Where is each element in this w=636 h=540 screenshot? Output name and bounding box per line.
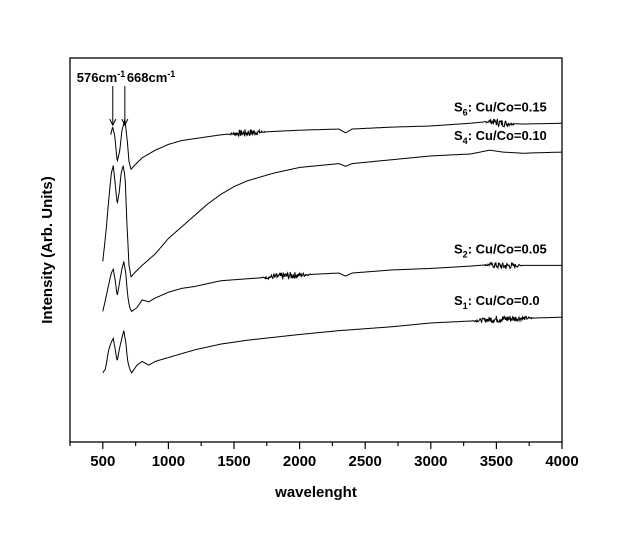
series-label: S4: Cu/Co=0.10 [454, 128, 547, 146]
series-labels: S6: Cu/Co=0.15 S4: Cu/Co=0.10 S2: Cu/Co=0.… [454, 99, 547, 311]
series-line-2 [102, 149, 562, 278]
y-axis-title: Intensity (Arb. Units) [39, 176, 56, 324]
peak-label-576: 576cm-1 [77, 69, 126, 85]
peak-annotations: 576cm-1 668cm-1 [77, 69, 176, 127]
series-line-3 [102, 261, 562, 313]
plot-frame [69, 57, 563, 443]
series-line-4 [102, 315, 562, 374]
x-tick-label: 3000 [414, 453, 447, 470]
x-axis-ticks: 500 1000 1500 2000 2500 3000 3500 4000 [69, 442, 579, 470]
peak-label-668: 668cm-1 [127, 69, 176, 85]
series-label: S6: Cu/Co=0.15 [454, 99, 547, 117]
x-tick-label: 3500 [480, 453, 513, 470]
series-label: S1: Cu/Co=0.0 [454, 293, 540, 311]
peak-arrow-head [109, 118, 117, 127]
x-tick-label: 500 [90, 453, 115, 470]
series-lines [102, 118, 562, 374]
x-tick-label: 1000 [152, 453, 185, 470]
x-tick-label: 2500 [349, 453, 382, 470]
x-tick-label: 4000 [545, 453, 578, 470]
x-tick-label: 1500 [217, 453, 250, 470]
x-axis-title: wavelenght [274, 484, 357, 501]
series-line-1 [110, 118, 562, 171]
peak-arrow-head [121, 118, 129, 127]
series-label: S2: Cu/Co=0.05 [454, 241, 547, 259]
x-tick-label: 2000 [283, 453, 316, 470]
